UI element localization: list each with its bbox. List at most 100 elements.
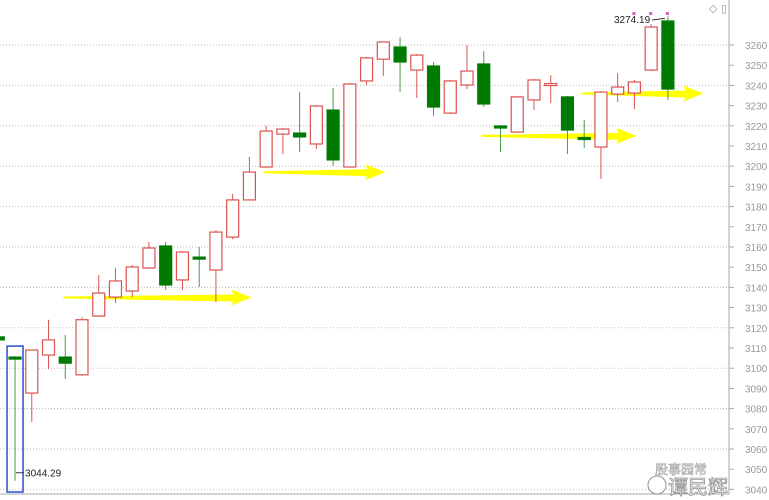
y-tick-label: 3120 xyxy=(745,324,768,335)
diamond-icon[interactable]: ◇ xyxy=(708,2,718,15)
y-tick-label: 3210 xyxy=(745,142,768,153)
candle xyxy=(0,336,5,341)
candle xyxy=(443,79,457,115)
candle-body-up xyxy=(410,54,424,71)
candle xyxy=(125,265,139,298)
y-tick-label: 3040 xyxy=(745,485,768,496)
marker-dot xyxy=(649,12,653,15)
candle-body-up xyxy=(175,251,190,281)
y-tick-label: 3170 xyxy=(745,223,768,234)
candle-body-up xyxy=(309,105,323,145)
candle xyxy=(527,78,541,111)
y-tick-label: 3190 xyxy=(745,182,768,193)
y-tick-label: 3180 xyxy=(745,203,768,214)
marker-dot xyxy=(665,12,669,15)
candle xyxy=(309,104,323,150)
candle-body-up xyxy=(611,86,625,95)
candle xyxy=(661,16,675,100)
y-tick-label: 3160 xyxy=(745,243,768,254)
candle xyxy=(58,335,72,379)
candle-body-up xyxy=(359,57,374,82)
candle xyxy=(577,119,591,149)
candle-body-up xyxy=(527,79,541,101)
candle xyxy=(376,41,390,76)
candle-body-down xyxy=(477,63,491,105)
grid-lines xyxy=(0,44,728,490)
candle xyxy=(410,54,424,98)
candles xyxy=(0,16,675,493)
candle xyxy=(460,45,474,90)
trend-arrow xyxy=(582,85,704,102)
candle-body-down xyxy=(159,245,173,286)
watermark-line2: 谭民辉 xyxy=(668,475,728,499)
candle-body-up xyxy=(510,96,524,133)
marker-dot xyxy=(632,12,636,15)
candle-body-down xyxy=(192,256,206,260)
watermark: 股事园常 谭民辉 xyxy=(647,463,728,499)
y-tick-label: 3140 xyxy=(745,283,768,294)
y-tick-label: 3260 xyxy=(745,41,768,52)
candle-body-down xyxy=(8,356,22,360)
y-tick-label: 3220 xyxy=(745,122,768,133)
candle-body-down xyxy=(293,132,307,138)
y-tick-label: 3060 xyxy=(745,445,768,456)
candle-body-up xyxy=(226,199,240,238)
y-tick-label: 3250 xyxy=(745,61,768,72)
candle xyxy=(359,56,374,85)
candle-body-up xyxy=(209,231,223,271)
candle xyxy=(226,194,240,240)
candle xyxy=(627,79,642,110)
candle-body-up xyxy=(25,349,39,394)
chart-toolbar: ◇ ▯ xyxy=(709,2,727,15)
candle xyxy=(259,126,273,168)
candle-body-up xyxy=(276,128,290,135)
candle xyxy=(192,247,206,287)
candle-body-down xyxy=(58,356,72,364)
candle xyxy=(560,95,575,155)
y-tick-label: 3110 xyxy=(745,344,767,355)
high-label-pointer xyxy=(651,17,665,21)
candle-body-up xyxy=(343,83,357,168)
y-tick-label: 3100 xyxy=(745,364,768,375)
candle xyxy=(611,73,625,102)
candle-body-up xyxy=(594,91,608,148)
candle xyxy=(92,275,106,318)
candle xyxy=(75,317,89,376)
candle xyxy=(108,268,123,303)
high-price-label: 3274.19 xyxy=(614,15,651,26)
candle xyxy=(175,251,190,291)
highlight-box xyxy=(6,345,24,493)
trend-arrows xyxy=(63,85,704,306)
candle-body-down xyxy=(393,46,407,63)
low-price-label: 3044.29 xyxy=(25,469,62,480)
candle xyxy=(242,156,256,201)
candle xyxy=(426,61,441,116)
candle xyxy=(343,82,357,168)
annotations: 3274.19 3044.29 xyxy=(16,12,669,480)
candle-body-down xyxy=(577,136,591,141)
candle-body-up xyxy=(443,80,457,114)
candle-body-down xyxy=(326,109,340,161)
trend-arrow xyxy=(63,289,252,306)
y-tick-label: 3130 xyxy=(745,304,768,315)
candle-body-up xyxy=(41,339,56,356)
candle xyxy=(477,51,491,108)
candle xyxy=(159,241,173,291)
candle-body-up xyxy=(108,280,123,298)
candle xyxy=(276,128,290,155)
candle xyxy=(8,356,22,481)
candle xyxy=(25,349,39,422)
trend-arrow xyxy=(481,127,637,144)
watermark-line1: 股事园常 xyxy=(655,463,707,478)
trend-arrow xyxy=(264,164,386,181)
candle xyxy=(41,319,56,370)
candle-body-down xyxy=(560,96,575,131)
window-icon[interactable]: ▯ xyxy=(720,2,727,15)
y-tick-label: 3200 xyxy=(745,162,768,173)
y-tick-label: 3230 xyxy=(745,102,768,113)
candle xyxy=(142,241,156,270)
y-tick-label: 3240 xyxy=(745,81,768,92)
candle-body-up xyxy=(125,266,139,292)
candle xyxy=(510,95,524,134)
candle xyxy=(594,91,608,179)
